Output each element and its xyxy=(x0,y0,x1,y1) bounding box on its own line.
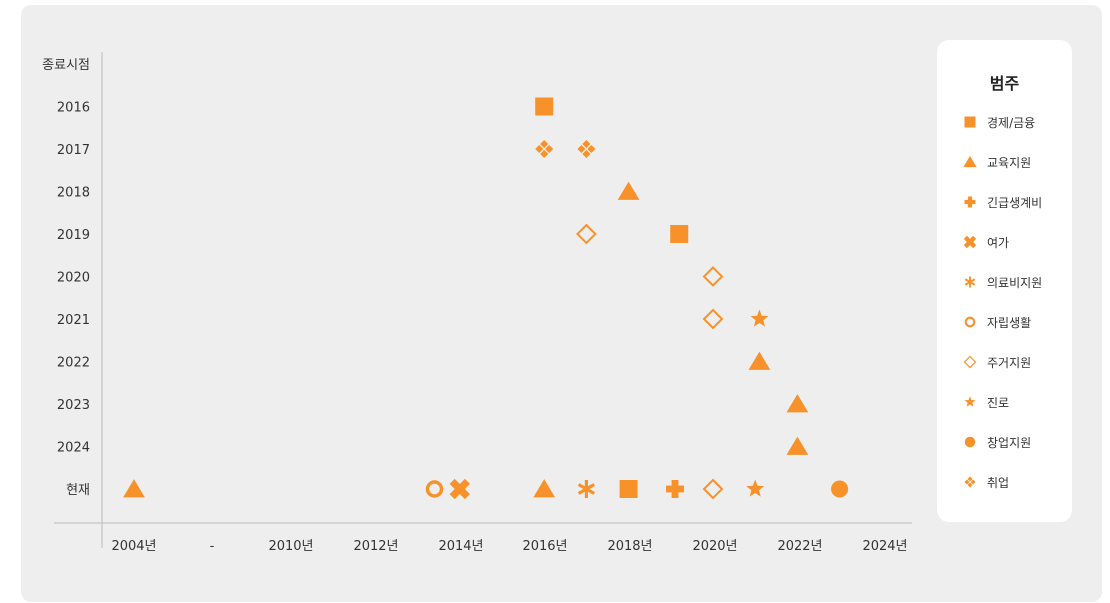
legend-item: 자립생활 xyxy=(963,312,1031,332)
data-point xyxy=(449,478,470,500)
legend-title: 범주 xyxy=(989,74,1020,93)
legend-item: 진로 xyxy=(963,392,1009,412)
legend-item-label: 진로 xyxy=(987,395,1010,410)
y-tick-label: 2021 xyxy=(57,313,90,328)
x-axis-ticks: 2004년 - 2010년 2012년 2014년 2016년 2018년 2020년 2022… xyxy=(111,539,907,554)
asterisk-icon xyxy=(964,276,976,288)
data-point xyxy=(535,140,554,158)
data-point xyxy=(702,266,724,287)
legend-item-label: 의료비지원 xyxy=(987,275,1043,290)
y-tick-label: 2016 xyxy=(57,101,90,116)
legend-item: 긴급생계비 xyxy=(963,192,1042,212)
legend-item-label: 교육지원 xyxy=(987,155,1032,170)
data-point xyxy=(619,480,638,498)
legend-item: 경제/금융 xyxy=(963,112,1035,132)
x-tick-label: 2004년 xyxy=(111,539,156,554)
y-tick-label: 2023 xyxy=(57,398,90,413)
legend-item-label: 여가 xyxy=(987,235,1010,250)
square-icon xyxy=(964,116,976,128)
data-point xyxy=(746,479,765,497)
data-point xyxy=(831,480,849,498)
diamond-outline-icon xyxy=(963,355,977,369)
data-point xyxy=(617,181,640,200)
legend-item-label: 자립생활 xyxy=(987,315,1032,330)
legend-item-label: 취업 xyxy=(987,475,1010,490)
legend-item: 여가 xyxy=(963,232,1009,252)
x-tick-label: 2018년 xyxy=(607,539,652,554)
legend-item-label: 주거지원 xyxy=(987,355,1032,370)
y-tick-label: 2022 xyxy=(57,356,90,371)
data-point xyxy=(123,479,145,498)
legend-item-label: 경제/금융 xyxy=(987,115,1036,130)
legend-item: 교육지원 xyxy=(963,152,1031,172)
legend-item-label: 창업지원 xyxy=(987,435,1032,450)
x-tick-label: 2020년 xyxy=(692,539,737,554)
y-tick-label: 2017 xyxy=(57,143,90,158)
legend-item: 창업지원 xyxy=(963,432,1031,452)
legend-item: 의료비지원 xyxy=(963,272,1042,292)
axes xyxy=(54,52,912,548)
data-point xyxy=(533,479,556,498)
data-point xyxy=(748,351,771,370)
y-tick-label: 현재 xyxy=(66,483,90,498)
y-tick-label: 2024 xyxy=(57,441,90,456)
data-point xyxy=(750,309,769,327)
y-axis-ticks: 종료시점 2016 2017 2018 2019 2020 2021 2022 2023 2024… xyxy=(42,58,90,498)
x-tick-label: 2016년 xyxy=(522,539,567,554)
data-point xyxy=(577,480,595,498)
cross-icon xyxy=(963,235,977,249)
diamond-cluster-icon xyxy=(964,476,976,488)
data-point xyxy=(535,97,554,116)
legend-item: 취업 xyxy=(963,472,1009,492)
y-tick-label: 2019 xyxy=(57,228,90,243)
x-tick-label: 2010년 xyxy=(268,539,313,554)
data-point xyxy=(575,223,597,245)
data-point xyxy=(786,436,809,455)
y-axis-title: 종료시점 xyxy=(42,58,90,73)
data-point xyxy=(670,225,689,243)
chart-panel xyxy=(21,5,1102,602)
x-tick-label: 2014년 xyxy=(438,539,483,554)
y-tick-label: 2018 xyxy=(57,186,90,201)
data-point xyxy=(702,478,724,500)
x-tick-label: 2012년 xyxy=(353,539,398,554)
data-point xyxy=(666,480,685,498)
data-point xyxy=(425,480,444,498)
plus-icon xyxy=(964,196,976,208)
data-point xyxy=(702,308,724,330)
data-points xyxy=(123,97,849,500)
data-point xyxy=(577,140,596,158)
triangle-icon xyxy=(963,155,977,168)
ring-icon xyxy=(964,316,976,328)
x-tick-label: 2022년 xyxy=(777,539,822,554)
legend-item: 주거지원 xyxy=(963,352,1031,372)
circle-icon xyxy=(964,436,976,448)
y-tick-label: 2020 xyxy=(57,271,90,286)
x-tick-label: 2024년 xyxy=(862,539,907,554)
star-icon xyxy=(964,396,976,407)
legend-item-label: 긴급생계비 xyxy=(987,195,1043,210)
x-tick-label: - xyxy=(210,539,215,554)
data-point xyxy=(786,394,809,413)
